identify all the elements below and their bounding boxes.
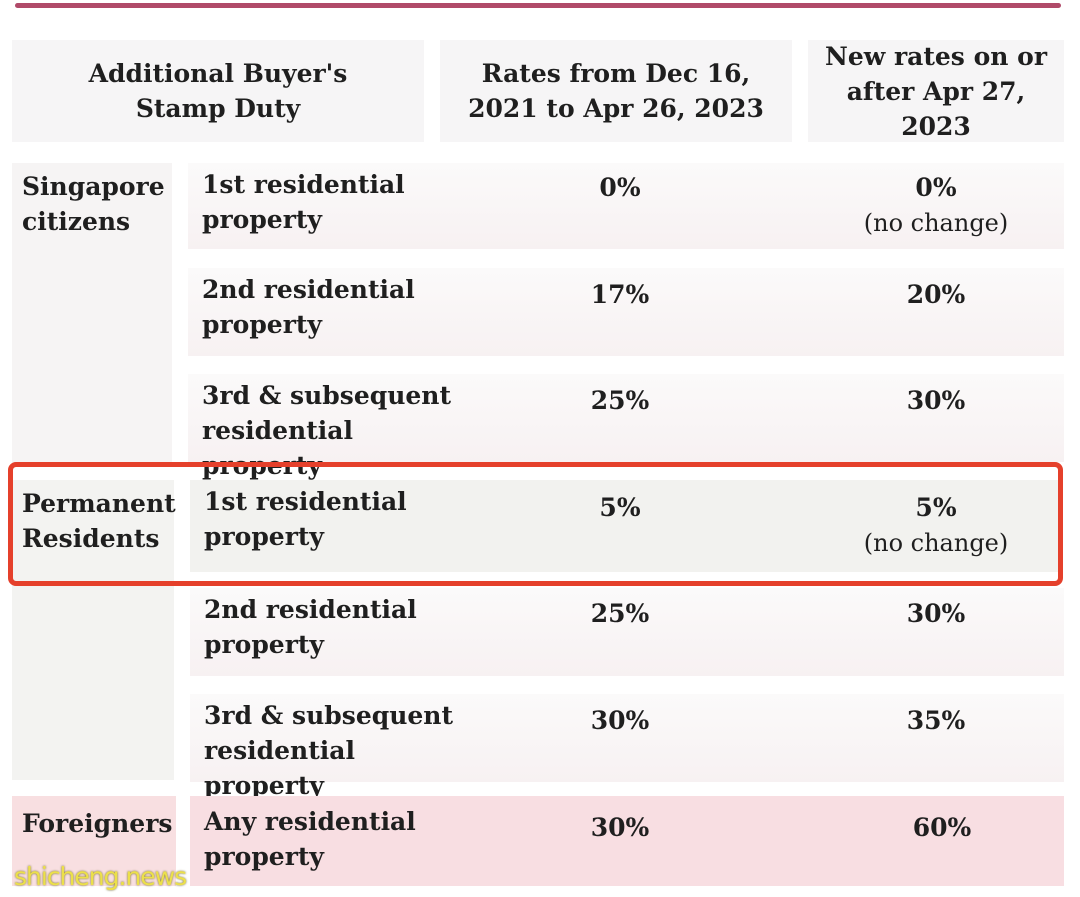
new-rate-value: 20% (906, 280, 966, 309)
new-rate-value: 5% (915, 493, 957, 522)
old-rate: 5% (520, 490, 720, 525)
old-rate: 25% (520, 596, 720, 631)
old-rate-value: 30% (590, 706, 650, 735)
old-rate: 0% (520, 170, 720, 205)
new-rate: 60% (832, 810, 1052, 845)
group-foreigners: Foreigners (12, 796, 176, 886)
group-fr-label: Foreigners (22, 809, 173, 838)
no-change-note: (no change) (863, 529, 1009, 557)
property-label: 1st residential property (204, 487, 407, 551)
old-rate-value: 17% (590, 280, 650, 309)
new-rate-value: 0% (915, 173, 957, 202)
new-rate: 35% (826, 703, 1046, 738)
new-rate-value: 35% (906, 706, 966, 735)
new-rate: 5% (no change) (826, 490, 1046, 561)
header-col3-text: New rates on or after Apr 27, 2023 (825, 41, 1047, 141)
table-row: Any residential property (190, 796, 1064, 886)
new-rate: 30% (826, 596, 1046, 631)
old-rate: 25% (520, 383, 720, 418)
new-rate-value: 30% (906, 599, 966, 628)
new-rate-value: 30% (906, 386, 966, 415)
old-rate: 30% (520, 703, 720, 738)
property-label: 2nd residential property (202, 275, 415, 339)
new-rate-value: 60% (912, 813, 972, 842)
no-change-note: (no change) (863, 209, 1009, 237)
old-rate-value: 25% (590, 386, 650, 415)
header-old-rates: Rates from Dec 16, 2021 to Apr 26, 2023 (440, 40, 792, 142)
top-accent-line (15, 3, 1061, 8)
table-row: 1st residential property (188, 163, 1064, 249)
old-rate-value: 5% (599, 493, 641, 522)
table-row: 3rd & subsequent residential property (188, 374, 1064, 480)
header-col2-text: Rates from Dec 16, 2021 to Apr 26, 2023 (468, 59, 764, 123)
table-row: 1st residential property (190, 480, 1058, 572)
table-row: 2nd residential property (188, 268, 1064, 356)
header-abs-duty: Additional Buyer's Stamp Duty (12, 40, 424, 142)
table-row: 2nd residential property (190, 588, 1064, 676)
new-rate: 20% (826, 277, 1046, 312)
group-pr-label: Permanent Residents (22, 489, 176, 553)
new-rate: 30% (826, 383, 1046, 418)
new-rate: 0% (no change) (826, 170, 1046, 241)
table-row: 3rd & subsequent residential property (190, 694, 1064, 800)
property-label: 3rd & subsequent residential property (204, 701, 454, 800)
property-label: 2nd residential property (204, 595, 417, 659)
old-rate: 30% (520, 810, 720, 845)
highlight-box (8, 462, 1063, 586)
old-rate: 17% (520, 277, 720, 312)
header-col1-text: Additional Buyer's Stamp Duty (88, 59, 348, 123)
header-new-rates: New rates on or after Apr 27, 2023 (808, 40, 1064, 142)
property-label: Any residential property (204, 807, 416, 871)
old-rate-value: 25% (590, 599, 650, 628)
property-label: 3rd & subsequent residential property (202, 381, 452, 480)
group-sc-label: Singapore citizens (22, 172, 165, 236)
group-permanent-residents: Permanent Residents (12, 480, 176, 780)
watermark: shicheng.news (14, 862, 187, 891)
property-label: 1st residential property (202, 170, 405, 234)
group-singapore-citizens: Singapore citizens (12, 163, 172, 463)
old-rate-value: 30% (590, 813, 650, 842)
old-rate-value: 0% (599, 173, 641, 202)
